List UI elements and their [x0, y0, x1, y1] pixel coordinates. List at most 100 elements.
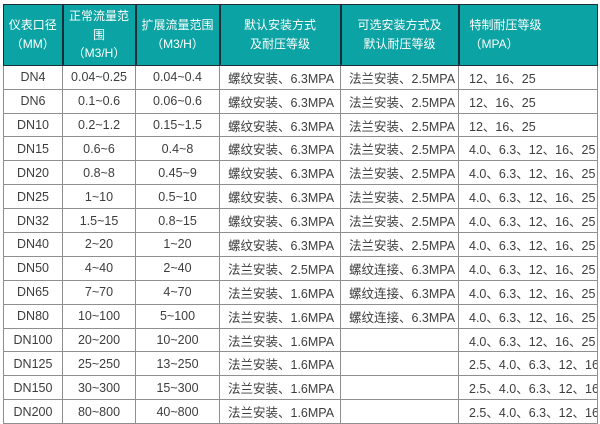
- cell-diameter: DN200: [3, 399, 63, 424]
- cell-extended-flow: 13~250: [135, 351, 220, 377]
- cell-diameter: DN125: [3, 351, 63, 377]
- table-row: DN50 4~40 2~40 法兰安装、2.5MPA 螺纹连接、6.3MPA 4.0、6.…: [3, 255, 598, 281]
- cell-default-install: 法兰安装、1.6MPA: [219, 375, 341, 401]
- cell-diameter: DN100: [3, 327, 63, 353]
- cell-diameter: DN4: [3, 64, 63, 90]
- cell-default-install: 螺纹安装、6.3MPA: [219, 160, 341, 186]
- cell-extended-flow: 40~800: [135, 399, 220, 424]
- cell-special-rating: 4.0、6.3、12、16、25: [458, 279, 598, 305]
- cell-default-install: 螺纹安装、6.3MPA: [219, 64, 341, 90]
- column-header-optional-install: 可选安装方式及 默认耐压等级: [339, 4, 459, 66]
- cell-special-rating: 2.5、4.0、6.3、12、16: [458, 351, 598, 377]
- cell-normal-flow: 80~800: [62, 399, 136, 424]
- cell-special-rating: 12、16、25: [458, 64, 598, 90]
- table-row: DN10 0.2~1.2 0.15~1.5 螺纹安装、6.3MPA 法兰安装、2.5MP…: [3, 112, 598, 138]
- table-row: DN25 1~10 0.5~10 螺纹安装、6.3MPA 法兰安装、2.5MPA 4.0、…: [3, 184, 598, 210]
- cell-normal-flow: 4~40: [62, 255, 136, 281]
- cell-extended-flow: 0.8~15: [135, 208, 220, 234]
- cell-extended-flow: 2~40: [135, 255, 220, 281]
- cell-default-install: 螺纹安装、6.3MPA: [219, 112, 341, 138]
- table-row: DN200 80~800 40~800 法兰安装、1.6MPA 2.5、4.0、6.3、…: [3, 399, 598, 424]
- cell-optional-install: 法兰安装、2.5MPA: [340, 112, 459, 138]
- cell-default-install: 法兰安装、1.6MPA: [219, 327, 341, 353]
- cell-optional-install: [340, 327, 459, 353]
- cell-normal-flow: 30~300: [62, 375, 136, 401]
- cell-diameter: DN40: [3, 232, 63, 257]
- cell-diameter: DN80: [3, 303, 63, 329]
- cell-default-install: 螺纹安装、6.3MPA: [219, 136, 341, 162]
- flowmeter-spec-table-wrap: 仪表口径 （MM） 正常流量范围 （M3/H） 扩展流量范围 （M3/H） 默认…: [3, 4, 598, 424]
- cell-special-rating: 4.0、6.3、12、16、25: [458, 184, 598, 210]
- cell-special-rating: 4.0、6.3、12、16、25: [458, 327, 598, 353]
- cell-optional-install: 法兰安装、2.5MPA: [340, 208, 459, 234]
- cell-default-install: 螺纹安装、6.3MPA: [219, 88, 341, 114]
- cell-normal-flow: 2~20: [62, 232, 136, 257]
- flowmeter-spec-table: 仪表口径 （MM） 正常流量范围 （M3/H） 扩展流量范围 （M3/H） 默认…: [3, 4, 598, 424]
- cell-optional-install: 螺纹连接、6.3MPA: [340, 255, 459, 281]
- column-header-extended-flow: 扩展流量范围 （M3/H）: [134, 4, 220, 66]
- column-header-special-rating: 特制耐压等级 （MPA）: [457, 4, 598, 66]
- spec-table-body: DN4 0.04~0.25 0.04~0.4 螺纹安装、6.3MPA 法兰安装、2.5M…: [3, 64, 598, 424]
- cell-optional-install: 法兰安装、2.5MPA: [340, 88, 459, 114]
- table-row: DN80 10~100 5~100 法兰安装、1.6MPA 螺纹连接、6.3MPA 4.0…: [3, 303, 598, 329]
- cell-diameter: DN50: [3, 255, 63, 281]
- cell-extended-flow: 0.06~0.6: [135, 88, 220, 114]
- table-header: 仪表口径 （MM） 正常流量范围 （M3/H） 扩展流量范围 （M3/H） 默认…: [3, 4, 598, 66]
- cell-extended-flow: 0.5~10: [135, 184, 220, 210]
- cell-special-rating: 4.0、6.3、12、16、25: [458, 255, 598, 281]
- cell-extended-flow: 5~100: [135, 303, 220, 329]
- cell-extended-flow: 15~300: [135, 375, 220, 401]
- cell-diameter: DN15: [3, 136, 63, 162]
- cell-default-install: 法兰安装、1.6MPA: [219, 399, 341, 424]
- cell-default-install: 法兰安装、1.6MPA: [219, 303, 341, 329]
- cell-optional-install: 螺纹连接、6.3MPA: [340, 303, 459, 329]
- table-row: DN4 0.04~0.25 0.04~0.4 螺纹安装、6.3MPA 法兰安装、2.5M…: [3, 64, 598, 90]
- cell-normal-flow: 0.04~0.25: [62, 64, 136, 90]
- cell-normal-flow: 1~10: [62, 184, 136, 210]
- table-row: DN100 20~200 10~200 法兰安装、1.6MPA 4.0、6.3、12、1…: [3, 327, 598, 353]
- cell-extended-flow: 0.45~9: [135, 160, 220, 186]
- cell-extended-flow: 0.15~1.5: [135, 112, 220, 138]
- cell-diameter: DN25: [3, 184, 63, 210]
- cell-normal-flow: 0.1~0.6: [62, 88, 136, 114]
- cell-normal-flow: 0.8~8: [62, 160, 136, 186]
- column-header-default-install: 默认安装方式 及耐压等级: [218, 4, 341, 66]
- table-row: DN32 1.5~15 0.8~15 螺纹安装、6.3MPA 法兰安装、2.5MPA 4.…: [3, 208, 598, 234]
- cell-default-install: 螺纹安装、6.3MPA: [219, 184, 341, 210]
- cell-extended-flow: 4~70: [135, 279, 220, 305]
- header-row: 仪表口径 （MM） 正常流量范围 （M3/H） 扩展流量范围 （M3/H） 默认…: [3, 4, 598, 66]
- cell-normal-flow: 10~100: [62, 303, 136, 329]
- cell-special-rating: 12、16、25: [458, 112, 598, 138]
- cell-special-rating: 12、16、25: [458, 88, 598, 114]
- cell-normal-flow: 0.2~1.2: [62, 112, 136, 138]
- cell-diameter: DN20: [3, 160, 63, 186]
- cell-normal-flow: 7~70: [62, 279, 136, 305]
- cell-optional-install: [340, 399, 459, 424]
- cell-special-rating: 4.0、6.3、12、16、25: [458, 232, 598, 257]
- cell-optional-install: 法兰安装、2.5MPA: [340, 160, 459, 186]
- table-row: DN20 0.8~8 0.45~9 螺纹安装、6.3MPA 法兰安装、2.5MPA 4.0…: [3, 160, 598, 186]
- cell-default-install: 法兰安装、1.6MPA: [219, 279, 341, 305]
- cell-diameter: DN32: [3, 208, 63, 234]
- cell-default-install: 法兰安装、1.6MPA: [219, 351, 341, 377]
- cell-special-rating: 4.0、6.3、12、16、25: [458, 136, 598, 162]
- cell-normal-flow: 20~200: [62, 327, 136, 353]
- cell-diameter: DN65: [3, 279, 63, 305]
- cell-extended-flow: 0.04~0.4: [135, 64, 220, 90]
- cell-normal-flow: 25~250: [62, 351, 136, 377]
- cell-default-install: 螺纹安装、6.3MPA: [219, 232, 341, 257]
- cell-optional-install: 法兰安装、2.5MPA: [340, 232, 459, 257]
- cell-special-rating: 4.0、6.3、12、16、25: [458, 160, 598, 186]
- cell-default-install: 法兰安装、2.5MPA: [219, 255, 341, 281]
- cell-diameter: DN6: [3, 88, 63, 114]
- cell-optional-install: 螺纹连接、6.3MPA: [340, 279, 459, 305]
- table-row: DN65 7~70 4~70 法兰安装、1.6MPA 螺纹连接、6.3MPA 4.0、6.…: [3, 279, 598, 305]
- cell-special-rating: 4.0、6.3、12、16、25: [458, 303, 598, 329]
- cell-normal-flow: 0.6~6: [62, 136, 136, 162]
- column-header-normal-flow: 正常流量范围 （M3/H）: [61, 4, 136, 66]
- cell-default-install: 螺纹安装、6.3MPA: [219, 208, 341, 234]
- column-header-diameter: 仪表口径 （MM）: [3, 4, 63, 66]
- cell-optional-install: 法兰安装、2.5MPA: [340, 136, 459, 162]
- cell-special-rating: 4.0、6.3、12、16、25: [458, 208, 598, 234]
- cell-extended-flow: 10~200: [135, 327, 220, 353]
